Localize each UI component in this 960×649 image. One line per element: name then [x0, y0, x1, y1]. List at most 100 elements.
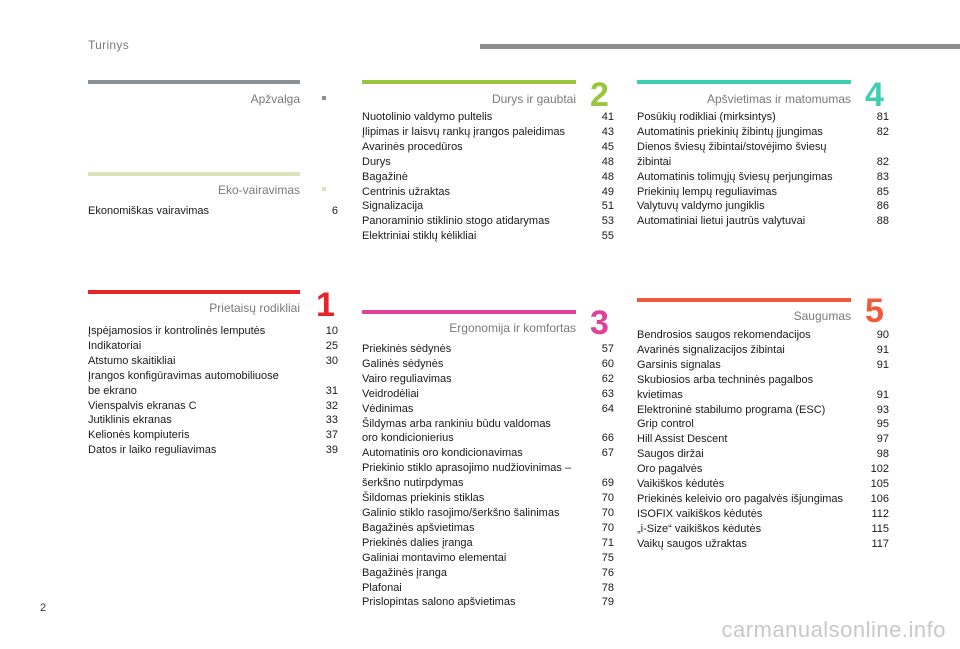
toc-entry-page: 98 — [876, 448, 889, 461]
toc-entry-label: Galinės sėdynės — [362, 357, 444, 370]
toc-entry[interactable]: Atstumo skaitikliai 30 — [88, 354, 338, 369]
toc-entry[interactable]: Automatinis priekinių žibintų įjungimas 8… — [637, 125, 889, 140]
section-marker-dot — [322, 96, 326, 100]
toc-entry-label: Bagažinė — [362, 170, 408, 183]
toc-entry[interactable]: „i-Size“ vaikiškos kėdutės 115 — [637, 522, 889, 537]
toc-entry[interactable]: Vairo reguliavimas 62 — [362, 372, 614, 387]
section-color-bar — [637, 80, 851, 84]
toc-entry[interactable]: Vaikų saugos užraktas 117 — [637, 537, 889, 552]
toc-entry-page: 69 — [601, 477, 614, 490]
toc-entry-label: Vėdinimas — [362, 402, 414, 415]
toc-entry-page: 51 — [601, 200, 614, 213]
toc-entry-page: 53 — [601, 215, 614, 228]
toc-entry[interactable]: Priekinės sėdynės 57 — [362, 342, 614, 357]
toc-entry[interactable]: Šildymas arba rankiniu būdu valdomas oro… — [362, 417, 614, 447]
section-entries: Įspėjamosios ir kontrolinės lemputės 10 In… — [88, 324, 338, 458]
toc-entry-label: Atstumo skaitikliai — [88, 354, 176, 367]
toc-entry[interactable]: Datos ir laiko reguliavimas 39 — [88, 443, 338, 458]
toc-entry[interactable]: Hill Assist Descent 97 — [637, 432, 889, 447]
toc-entry[interactable]: Veidrodėliai 63 — [362, 387, 614, 402]
toc-entry-page: 33 — [325, 414, 338, 427]
toc-entry-label: Plafonai — [362, 581, 402, 594]
section-apsvietimas: Apšvietimas ir matomumas 4 Posūkių rodik… — [637, 76, 889, 260]
toc-entry-page: 6 — [331, 205, 338, 217]
toc-entry[interactable]: Avarinės signalizacijos žibintai 91 — [637, 343, 889, 358]
toc-entry[interactable]: Centrinis užraktas 49 — [362, 185, 614, 200]
toc-entry[interactable]: Saugos diržai 98 — [637, 447, 889, 462]
toc-entry[interactable]: Plafonai 78 — [362, 581, 614, 596]
toc-entry-label: Avarinės signalizacijos žibintai — [637, 343, 785, 356]
toc-entry[interactable]: Garsinis signalas 91 — [637, 358, 889, 373]
toc-entry-page: 39 — [325, 444, 338, 457]
toc-entry[interactable]: Automatinis oro kondicionavimas 67 — [362, 446, 614, 461]
toc-entry-page: 90 — [876, 329, 889, 341]
section-saugumas: Saugumas 5 Bendrosios saugos rekomendaci… — [637, 294, 889, 558]
toc-entry-page: 82 — [876, 125, 889, 138]
toc-entry[interactable]: Nuotolinio valdymo pultelis 41 — [362, 110, 614, 125]
toc-entry[interactable]: Durys 48 — [362, 155, 614, 170]
toc-entry[interactable]: Elektriniai stiklų kėlikliai 55 — [362, 229, 614, 244]
toc-entry[interactable]: Prislopintas salono apšvietimas 79 — [362, 595, 614, 610]
toc-entry[interactable]: Skubiosios arba techninės pagalbos kviet… — [637, 373, 889, 403]
section-prietaisu: Prietaisų rodikliai 1 Įspėjamosios ir ko… — [88, 288, 338, 470]
toc-entry[interactable]: Elektroninė stabilumo programa (ESC) 93 — [637, 403, 889, 418]
toc-entry[interactable]: Panoraminio stiklinio stogo atidarymas 53 — [362, 214, 614, 229]
toc-entry[interactable]: Vaikiškos kėdutės 105 — [637, 477, 889, 492]
toc-entry[interactable]: Bagažinė 48 — [362, 170, 614, 185]
toc-entry-page: 117 — [871, 537, 889, 550]
toc-entry-page: 55 — [601, 230, 614, 243]
toc-entry[interactable]: Priekinės keleivio oro pagalvės išjungim… — [637, 492, 889, 507]
toc-entry[interactable]: Grip control 95 — [637, 417, 889, 432]
toc-entry[interactable]: Valytuvų valdymo jungiklis 86 — [637, 199, 889, 214]
toc-entry[interactable]: Priekinių lempų reguliavimas 85 — [637, 185, 889, 200]
toc-entry[interactable]: Automatiniai lietui jautrūs valytuvai 88 — [637, 214, 889, 229]
toc-entry[interactable]: Indikatoriai 25 — [88, 339, 338, 354]
toc-entry[interactable]: Bendrosios saugos rekomendacijos 90 — [637, 328, 889, 343]
toc-entry-page: 79 — [601, 596, 614, 609]
section-entries: Posūkių rodikliai (mirksintys) 81 Automati… — [637, 110, 889, 229]
toc-entry-page: 91 — [876, 343, 889, 356]
toc-entry[interactable]: Šildomas priekinis stiklas 70 — [362, 491, 614, 506]
toc-entry[interactable]: Oro pagalvės 102 — [637, 462, 889, 477]
toc-entry[interactable]: Priekinės dalies įranga 71 — [362, 536, 614, 551]
section-number: 4 — [865, 76, 884, 114]
toc-entry-label: Bagažinės apšvietimas — [362, 521, 475, 534]
toc-entry[interactable]: Galinio stiklo rasojimo/šerkšno šalinima… — [362, 506, 614, 521]
toc-entry-label: Galiniai montavimo elementai — [362, 551, 507, 564]
toc-entry[interactable]: Vienspalvis ekranas C 32 — [88, 399, 338, 414]
toc-entry-page: 30 — [325, 354, 338, 367]
toc-entry[interactable]: Jutiklinis ekranas 33 — [88, 413, 338, 428]
toc-entry[interactable]: Automatinis tolimųjų šviesų perjungimas 8… — [637, 170, 889, 185]
toc-entry[interactable]: Bagažinės įranga 76 — [362, 566, 614, 581]
toc-entry[interactable]: Dienos šviesų žibintai/stovėjimo šviesų … — [637, 140, 889, 170]
toc-entry-page: 83 — [876, 170, 889, 183]
toc-entry-label: ISOFIX vaikiškos kėdutės — [637, 507, 763, 520]
toc-entry[interactable]: ISOFIX vaikiškos kėdutės 112 — [637, 507, 889, 522]
toc-entry[interactable]: Vėdinimas 64 — [362, 402, 614, 417]
toc-entry-label: Automatinis tolimųjų šviesų perjungimas — [637, 170, 833, 183]
toc-entry[interactable]: Signalizacija 51 — [362, 199, 614, 214]
toc-entry[interactable]: Kelionės kompiuteris 37 — [88, 428, 338, 443]
toc-entry[interactable]: Ekonomiškas vairavimas 6 — [88, 204, 338, 219]
toc-entry-page: 57 — [601, 343, 614, 355]
toc-entry[interactable]: Priekinio stiklo aprasojimo nudžiovinima… — [362, 461, 614, 491]
toc-entry-page: 71 — [601, 536, 614, 549]
toc-entry[interactable]: Avarinės procedūros 45 — [362, 140, 614, 155]
section-number: 2 — [590, 76, 609, 114]
watermark-text: carmanualsonline.info — [721, 617, 946, 642]
section-color-bar — [88, 80, 300, 84]
toc-entry-label: Automatiniai lietui jautrūs valytuvai — [637, 215, 806, 228]
toc-entry[interactable]: Įlipimas ir laisvų rankų įrangos paleidi… — [362, 125, 614, 140]
toc-entry[interactable]: Įrangos konfigūravimas automobiliuose be… — [88, 369, 338, 399]
toc-entry[interactable]: Įspėjamosios ir kontrolinės lemputės 10 — [88, 324, 338, 339]
toc-entry[interactable]: Posūkių rodikliai (mirksintys) 81 — [637, 110, 889, 125]
section-title: Ergonomija ir komfortas — [449, 321, 576, 335]
toc-entry[interactable]: Galinės sėdynės 60 — [362, 357, 614, 372]
toc-entry-label: Priekinės sėdynės — [362, 343, 452, 355]
toc-entry[interactable]: Galiniai montavimo elementai 75 — [362, 551, 614, 566]
toc-entry-page: 63 — [601, 387, 614, 400]
toc-entry-page: 112 — [871, 507, 889, 520]
toc-entry[interactable]: Bagažinės apšvietimas 70 — [362, 521, 614, 536]
toc-entry-page: 66 — [601, 432, 614, 445]
section-durys: Durys ir gaubtai 2 Nuotolinio valdymo pu… — [362, 76, 614, 260]
